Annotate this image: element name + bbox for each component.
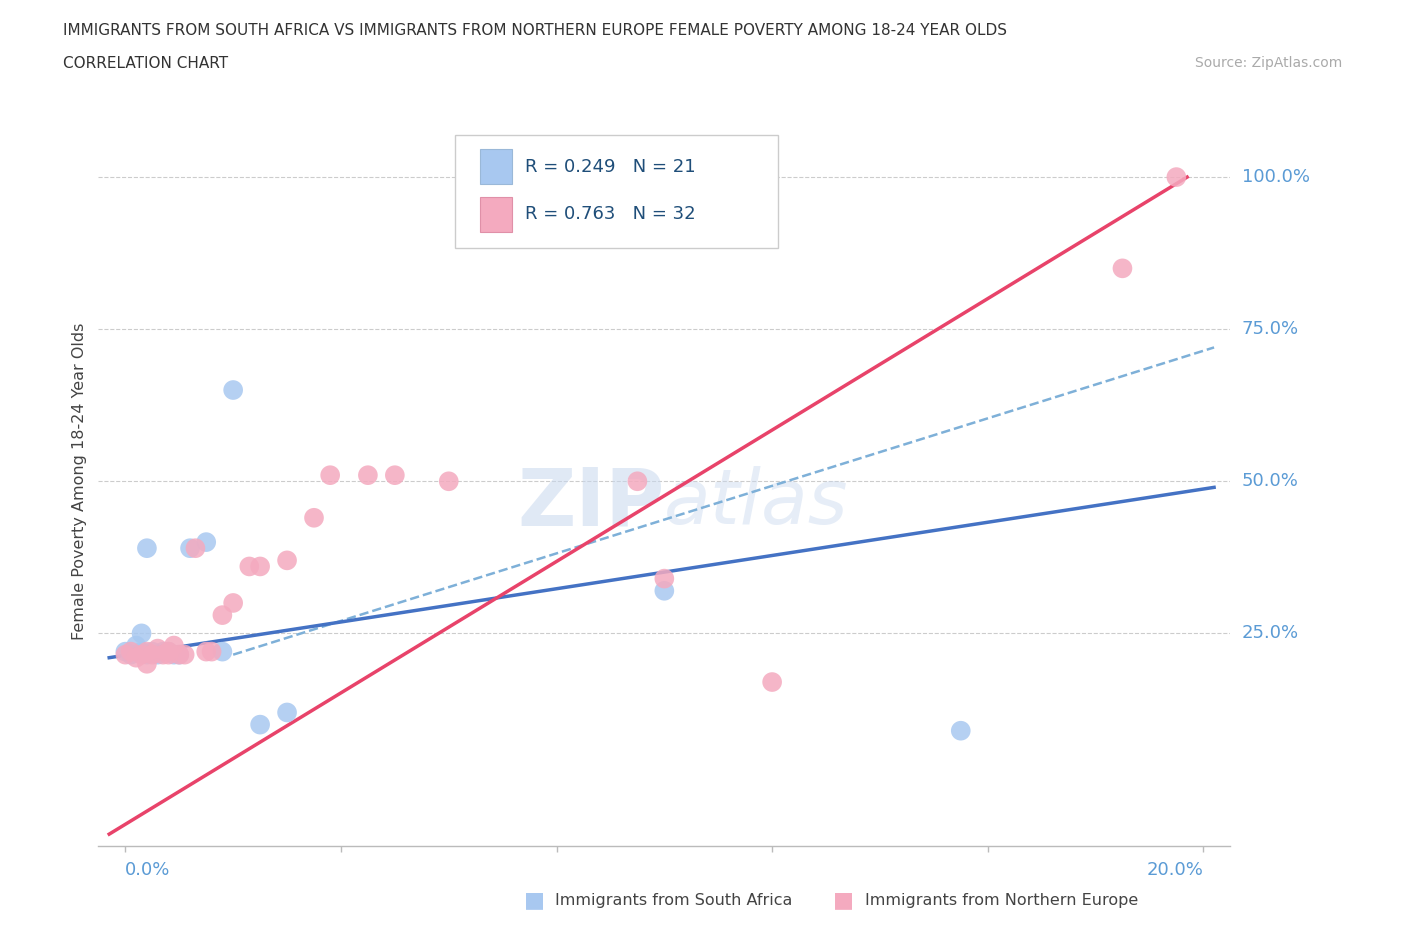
Text: 100.0%: 100.0% (1241, 168, 1309, 186)
Text: 20.0%: 20.0% (1146, 861, 1204, 879)
Point (249, 717, 271, 732)
Point (276, 705, 298, 720)
Text: R = 0.763   N = 32: R = 0.763 N = 32 (524, 206, 696, 223)
Point (222, 595, 245, 610)
Text: Source: ZipAtlas.com: Source: ZipAtlas.com (1195, 56, 1343, 70)
Point (276, 553, 298, 568)
Point (195, 644, 218, 659)
Point (357, 468, 380, 483)
Point (384, 468, 406, 483)
Point (157, 644, 180, 659)
Point (195, 535, 218, 550)
Point (211, 607, 233, 622)
Text: 25.0%: 25.0% (1241, 624, 1299, 643)
Point (1111, 261, 1133, 276)
Point (249, 559, 271, 574)
Point (1166, 169, 1188, 184)
Point (238, 559, 260, 574)
Point (146, 641, 169, 656)
Text: 50.0%: 50.0% (1241, 472, 1299, 490)
Text: ■: ■ (834, 890, 853, 910)
Point (120, 644, 142, 659)
Point (201, 644, 224, 659)
Bar (479, 149, 512, 184)
Point (211, 644, 233, 659)
Text: Immigrants from Northern Europe: Immigrants from Northern Europe (865, 893, 1137, 908)
Point (141, 647, 163, 662)
Point (135, 644, 157, 659)
Point (949, 724, 972, 738)
Point (135, 540, 157, 555)
Point (626, 474, 648, 489)
FancyBboxPatch shape (456, 135, 778, 247)
Point (120, 647, 142, 662)
Point (163, 647, 186, 662)
Point (163, 638, 186, 653)
Text: ZIP: ZIP (517, 464, 665, 542)
Text: atlas: atlas (665, 466, 849, 540)
Point (125, 650, 148, 665)
Point (146, 647, 169, 662)
Text: 75.0%: 75.0% (1241, 320, 1299, 339)
Point (135, 657, 157, 671)
Point (652, 583, 675, 598)
Point (114, 647, 136, 662)
Point (131, 647, 153, 662)
Point (157, 647, 180, 662)
Point (761, 674, 783, 689)
Point (131, 626, 153, 641)
Text: 0.0%: 0.0% (125, 861, 170, 879)
Bar (479, 196, 512, 232)
Point (319, 468, 342, 483)
Text: ■: ■ (524, 890, 544, 910)
Point (302, 511, 325, 525)
Text: R = 0.249   N = 21: R = 0.249 N = 21 (524, 157, 696, 176)
Point (152, 647, 174, 662)
Point (141, 644, 163, 659)
Point (131, 644, 153, 659)
Y-axis label: Female Poverty Among 18-24 Year Olds: Female Poverty Among 18-24 Year Olds (72, 323, 87, 640)
Point (652, 571, 675, 586)
Text: CORRELATION CHART: CORRELATION CHART (63, 56, 228, 71)
Point (157, 644, 180, 659)
Point (184, 540, 207, 555)
Point (152, 644, 174, 659)
Point (179, 540, 201, 555)
Point (125, 638, 148, 653)
Point (169, 647, 191, 662)
Point (222, 382, 245, 397)
Text: IMMIGRANTS FROM SOUTH AFRICA VS IMMIGRANTS FROM NORTHERN EUROPE FEMALE POVERTY A: IMMIGRANTS FROM SOUTH AFRICA VS IMMIGRAN… (63, 23, 1007, 38)
Point (135, 647, 157, 662)
Point (173, 647, 195, 662)
Point (437, 474, 460, 489)
Point (114, 644, 136, 659)
Text: Immigrants from South Africa: Immigrants from South Africa (555, 893, 793, 908)
Point (169, 647, 191, 662)
